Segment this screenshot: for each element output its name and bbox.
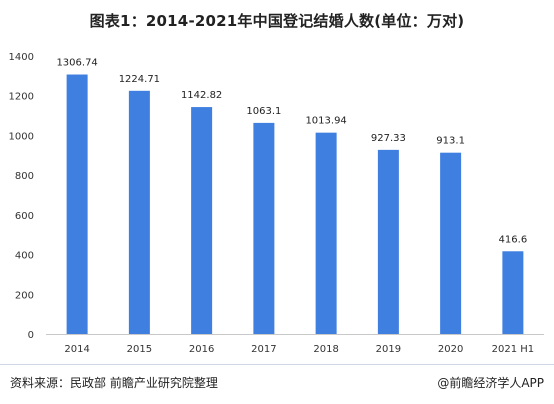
bar bbox=[315, 132, 337, 334]
y-tick-label: 0 bbox=[28, 330, 34, 341]
data-label: 1013.94 bbox=[305, 116, 346, 127]
y-tick-label: 200 bbox=[15, 290, 34, 301]
footer-divider bbox=[0, 364, 554, 365]
y-tick-label: 400 bbox=[15, 251, 34, 262]
bar bbox=[502, 251, 524, 334]
data-label: 1063.1 bbox=[246, 106, 281, 117]
bar bbox=[191, 107, 213, 334]
y-tick-label: 800 bbox=[15, 171, 34, 182]
y-tick-label: 600 bbox=[15, 211, 34, 222]
y-tick-label: 1200 bbox=[9, 92, 34, 103]
data-label: 1224.71 bbox=[119, 74, 160, 85]
bar-chart: 0 200 400 600 800 1000 1200 1400 1306.74 2014 1224… bbox=[9, 52, 544, 355]
brand-credit: @前瞻经济学人APP bbox=[437, 376, 544, 390]
x-tick-label: 2015 bbox=[127, 344, 152, 355]
x-tick-label: 2019 bbox=[376, 344, 401, 355]
bar bbox=[440, 152, 462, 334]
bar bbox=[253, 122, 275, 334]
x-tick-label: 2020 bbox=[438, 344, 463, 355]
data-label: 1306.74 bbox=[56, 58, 97, 69]
x-tick-label: 2014 bbox=[64, 344, 89, 355]
y-tick-label: 1400 bbox=[9, 52, 34, 63]
y-tick-label: 1000 bbox=[9, 131, 34, 142]
bar bbox=[377, 149, 399, 334]
x-tick-label: 2016 bbox=[189, 344, 214, 355]
data-label: 927.33 bbox=[371, 133, 406, 144]
data-label: 913.1 bbox=[436, 136, 465, 147]
data-label: 416.6 bbox=[499, 234, 528, 245]
bar bbox=[66, 74, 88, 334]
chart-title: 图表1：2014-2021年中国登记结婚人数(单位：万对) bbox=[89, 12, 465, 30]
x-tick-label: 2021 H1 bbox=[492, 344, 535, 355]
x-tick-label: 2018 bbox=[313, 344, 338, 355]
data-label: 1142.82 bbox=[181, 90, 222, 101]
x-tick-label: 2017 bbox=[251, 344, 276, 355]
bar bbox=[128, 90, 150, 334]
source-note: 资料来源：民政部 前瞻产业研究院整理 bbox=[10, 376, 218, 390]
